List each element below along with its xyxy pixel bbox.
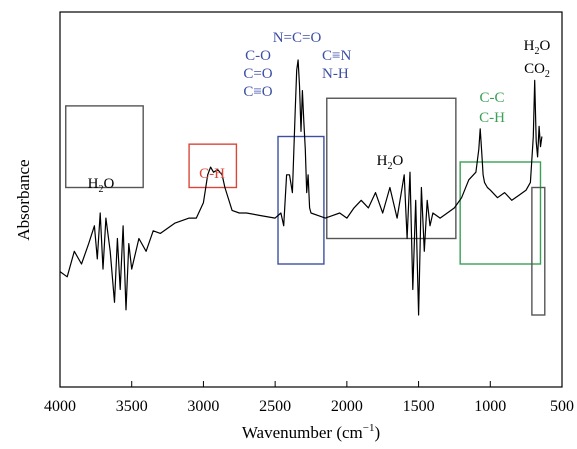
annotation-label-text: H [377,153,388,169]
x-axis-ticks: 4000 3500 3000 2500 2000 1500 1000 500 [44,381,574,415]
x-axis-label-end: ) [374,423,380,442]
x-axis-label-sup: −1 [363,422,375,434]
annotation-label: N-H [322,66,349,82]
annotation-box [277,135,325,265]
annotation-label-text: C-H [199,166,225,182]
annotation-label-rest: O [393,153,404,169]
annotation-label-subscript: 2 [388,161,393,172]
x-tick-label: 1500 [403,398,435,415]
x-tick-label: 500 [550,398,574,415]
x-tick-label: 2000 [331,398,363,415]
x-tick-label: 2500 [259,398,291,415]
x-tick-label: 3500 [116,398,148,415]
annotation-label-text: H [524,38,535,54]
annotation-box [531,186,546,316]
annotation-label-subscript: 2 [545,69,550,80]
annotation-label-rest: O [104,176,115,192]
x-tick-label: 1000 [474,398,506,415]
annotation-box [188,143,238,189]
plot-frame [59,11,563,388]
annotation-label: H2O [88,176,115,195]
annotation-label-text: H [88,176,99,192]
annotation-box [65,105,144,189]
annotation-label: C-H [479,110,505,126]
annotation-label: C-C [479,90,504,106]
annotation-box [459,161,542,265]
annotation-label-text: N-H [322,66,349,82]
annotation-label-text: N=C=O [273,30,322,46]
annotation-label-text: C-O [245,48,271,64]
annotation-label: H2O [524,38,551,57]
annotation-label: CO2 [524,61,550,80]
annotation-boxes [65,97,546,316]
x-tick-label: 3000 [187,398,219,415]
annotation-label-text: C-H [479,110,505,126]
y-axis-label: Absorbance [14,159,33,240]
annotation-label-subscript: 2 [535,46,540,57]
annotation-label: C≡O [243,84,272,100]
annotation-label-text: C≡O [243,84,272,100]
annotation-label-text: C≡N [322,48,351,64]
annotation-label-subscript: 2 [99,184,104,195]
x-tick-label: 4000 [44,398,76,415]
annotation-label: C-H [199,166,225,182]
annotation-label-text: CO [524,61,545,77]
annotation-box [326,97,457,240]
spectrum-line [59,59,543,316]
annotation-label: N=C=O [273,30,322,46]
x-axis-label: Wavenumber (cm−1) [242,422,380,442]
annotation-label-text: C-C [479,90,504,106]
annotation-label: C=O [243,66,272,82]
x-axis-label-text: Wavenumber (cm [242,423,363,442]
annotation-labels: H2OC-HN=C=OC-OC=OC≡OC≡NN-HH2OC-CC-HH2OCO… [88,30,551,195]
annotation-label: C-O [245,48,271,64]
annotation-label: C≡N [322,48,351,64]
annotation-label-rest: O [540,38,551,54]
annotation-label-text: C=O [243,66,272,82]
annotation-label: H2O [377,153,404,172]
